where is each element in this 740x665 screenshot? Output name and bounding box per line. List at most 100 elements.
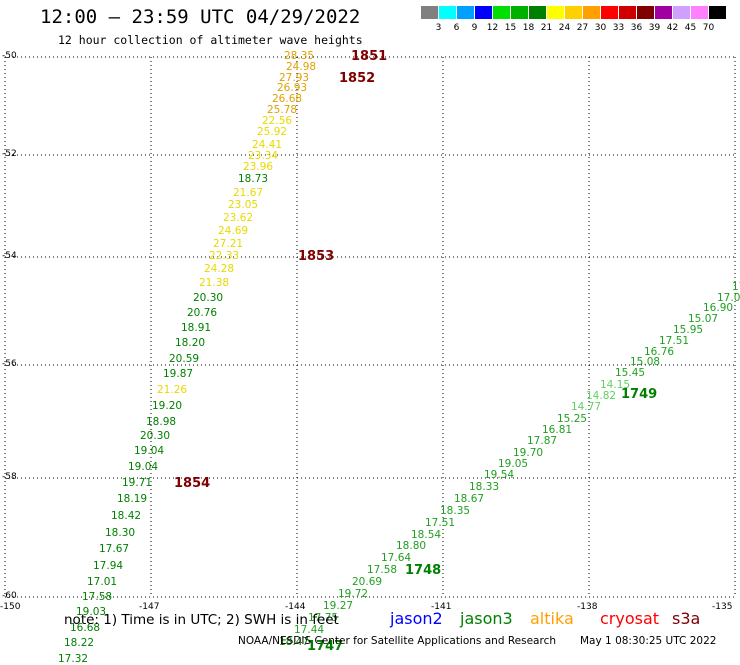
wave-height-value: 23.34 [248, 150, 279, 162]
scale-swatch [529, 6, 546, 19]
scale-swatch [601, 6, 618, 19]
scale-swatch [475, 6, 492, 19]
latitude-label: -52 [2, 149, 17, 159]
wave-height-value: 23.05 [228, 199, 259, 211]
generated-timestamp: May 1 08:30:25 UTC 2022 [580, 635, 717, 647]
wave-height-value: 25.78 [267, 104, 298, 116]
scale-label: 45 [684, 23, 697, 33]
wave-height-value: 18.19 [117, 493, 148, 505]
wave-height-value: 14.82 [586, 390, 617, 402]
wave-height-value: 18.73 [238, 173, 269, 185]
wave-height-value: 18.47 [279, 636, 310, 648]
scale-swatch [655, 6, 672, 19]
wave-height-value: 18.20 [175, 337, 206, 349]
wave-height-value: 24.69 [218, 225, 249, 237]
wave-height-value: 17.02 [717, 292, 740, 304]
wave-height-value: 18.91 [181, 322, 212, 334]
scale-label: 39 [648, 23, 661, 33]
wave-height-value: 17.67 [99, 543, 130, 555]
scale-label: 24 [558, 23, 571, 33]
graticule [4, 56, 736, 598]
scale-swatch [709, 6, 726, 19]
longitude-label: -144 [285, 602, 306, 612]
scale-label: 36 [630, 23, 643, 33]
scale-label: 18 [522, 23, 535, 33]
wave-height-value: 19.70 [513, 447, 544, 459]
latitude-label: -60 [2, 591, 17, 601]
wave-height-value: 15.95 [673, 324, 704, 336]
longitude-label: -141 [431, 602, 452, 612]
scale-swatch [583, 6, 600, 19]
scale-swatch [673, 6, 690, 19]
latitude-label: -54 [2, 251, 17, 261]
wave-height-value: 16.90 [703, 302, 734, 314]
wave-height-value: 18.54 [411, 529, 442, 541]
time-marker: 1749 [621, 387, 658, 402]
wave-height-value: 19.04 [134, 445, 165, 457]
map-title: 12:00 – 23:59 UTC 04/29/2022 [40, 6, 361, 28]
latitude-label: -56 [2, 359, 17, 369]
wave-height-value: 22.56 [262, 115, 293, 127]
wave-height-value: 17.32 [58, 653, 89, 665]
wave-height-value: 23.62 [223, 212, 254, 224]
scale-label: 12 [486, 23, 499, 33]
latitude-label: -58 [2, 472, 17, 482]
time-marker: 1748 [405, 563, 442, 578]
credit-text: NOAA/NESDIS Center for Satellite Applica… [238, 635, 556, 647]
wave-height-value: 19.05 [498, 458, 529, 470]
wave-height-value: 19.87 [163, 368, 194, 380]
wave-height-value: 18.67 [454, 493, 485, 505]
satellite-legend-cryosat: cryosat [600, 609, 660, 628]
wave-height-value: 27.21 [213, 238, 244, 250]
longitude-label: -147 [139, 602, 160, 612]
wave-height-value: 15.25 [557, 413, 588, 425]
wave-height-value: 20.59 [169, 353, 200, 365]
wave-height-value: 20.76 [187, 307, 218, 319]
scale-swatch [421, 6, 438, 19]
wave-height-value: 24.98 [286, 61, 317, 73]
scale-label: 30 [594, 23, 607, 33]
wave-height-value: 18.30 [105, 527, 136, 539]
scale-label: 9 [471, 23, 478, 33]
scale-label: 33 [612, 23, 625, 33]
scale-label: 70 [702, 23, 715, 33]
satellite-legend-altika: altika [530, 609, 574, 628]
wave-height-value: 17.58 [82, 591, 113, 603]
scale-swatch [691, 6, 708, 19]
wave-height-value: 14.77 [571, 401, 602, 413]
wave-height-value: 21.38 [199, 277, 230, 289]
wave-height-value: 16.81 [542, 424, 573, 436]
latitude-label: -50 [2, 51, 17, 61]
wave-height-value: 18.22 [64, 637, 95, 649]
wave-height-value: 20.30 [193, 292, 224, 304]
wave-height-value: 17.01 [87, 576, 118, 588]
wave-height-value: 22.33 [209, 250, 240, 262]
map-plot-area [4, 56, 736, 598]
wave-height-value: 21.67 [233, 187, 264, 199]
satellite-legend-jason2: jason2 [390, 609, 443, 628]
scale-label: 6 [453, 23, 460, 33]
longitude-label: -135 [712, 602, 733, 612]
scale-swatch [565, 6, 582, 19]
wave-height-value: 18.33 [469, 481, 500, 493]
wave-height-value: 28.35 [284, 50, 315, 62]
wave-height-value: 17.51 [425, 517, 456, 529]
wave-height-value: 19.72 [338, 588, 369, 600]
wave-height-value: 17.58 [367, 564, 398, 576]
longitude-label: -138 [577, 602, 598, 612]
wave-height-value: 19.27 [323, 600, 354, 612]
scale-swatch [439, 6, 456, 19]
wave-height-value: 24.28 [204, 263, 235, 275]
satellite-legend-jason3: jason3 [460, 609, 513, 628]
wave-height-value: 27.93 [279, 72, 310, 84]
wave-height-value: 16.76 [644, 346, 675, 358]
scale-swatch [619, 6, 636, 19]
scale-label: 27 [576, 23, 589, 33]
scale-swatch [493, 6, 510, 19]
wave-height-value: 17.94 [93, 560, 124, 572]
wave-height-value: 26.68 [272, 93, 303, 105]
scale-swatch [637, 6, 654, 19]
wave-height-value: 17.87 [527, 435, 558, 447]
wave-height-value: 23.96 [243, 161, 274, 173]
wave-height-value: 26.93 [277, 82, 308, 94]
